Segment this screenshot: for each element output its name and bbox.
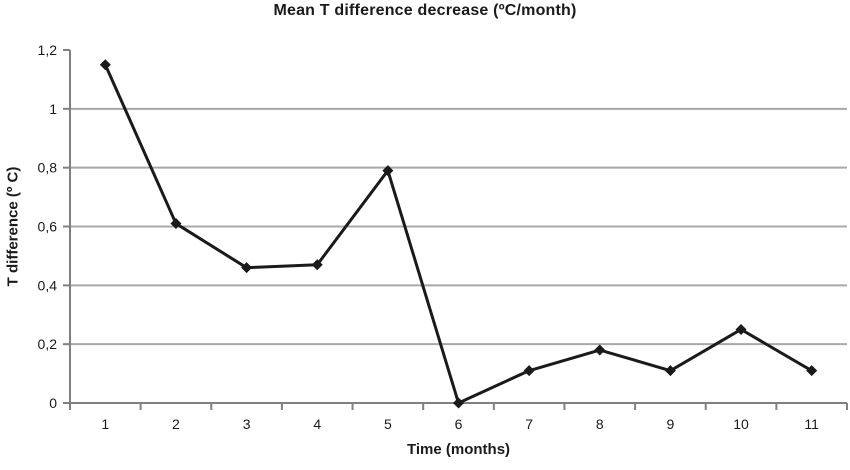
y-tick-label: 0,2 (38, 336, 58, 352)
y-tick-label: 1,2 (38, 42, 58, 58)
data-point-marker (806, 365, 818, 377)
data-point-marker (99, 59, 111, 71)
chart-title: Mean T difference decrease (ºC/month) (273, 2, 577, 19)
x-axis-title: Time (months) (406, 441, 511, 458)
data-point-marker (594, 344, 606, 356)
x-tick-label: 10 (733, 416, 749, 432)
y-tick-label: 0 (49, 395, 57, 411)
series-line (103, 64, 813, 405)
x-tick-label: 1 (101, 416, 109, 432)
data-point-marker (523, 365, 535, 377)
x-tick-label: 7 (525, 416, 533, 432)
x-tick-label: 5 (384, 416, 392, 432)
y-tick-label: 0,4 (38, 277, 58, 293)
x-tick-label: 6 (455, 416, 463, 432)
data-point-marker (241, 262, 253, 274)
x-tick-label: 2 (172, 416, 180, 432)
x-tick-label: 9 (667, 416, 675, 432)
y-tick-label: 1 (49, 101, 57, 117)
data-point-marker (664, 365, 676, 377)
x-tick-label: 11 (804, 416, 819, 432)
data-point-marker (170, 218, 182, 230)
data-point-marker (453, 397, 464, 409)
data-point-marker (382, 165, 394, 177)
y-tick-label: 0,6 (38, 219, 58, 235)
x-tick-label: 4 (313, 416, 321, 432)
x-tick-label: 8 (596, 416, 604, 432)
data-point-marker (311, 259, 323, 271)
data-point-marker (735, 323, 747, 335)
y-tick-label: 0,8 (38, 160, 58, 176)
x-tick-label: 3 (243, 416, 251, 432)
